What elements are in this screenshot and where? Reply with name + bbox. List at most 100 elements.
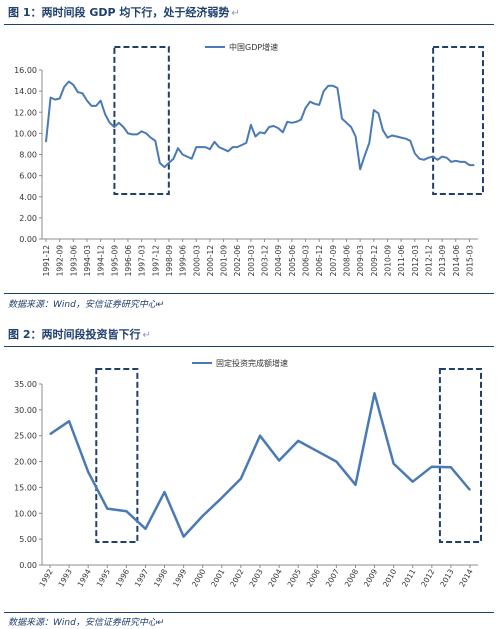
fig1-data-point — [218, 146, 220, 148]
fig1-data-point — [377, 112, 379, 114]
fig1-data-point — [427, 157, 430, 159]
fig2-x-tick-label: 1997 — [133, 567, 150, 588]
fig1-x-tick-label: 1994-03 — [83, 245, 92, 277]
fig2-data-point — [278, 459, 280, 462]
fig1-data-point — [441, 156, 443, 158]
fig2-data-point — [412, 481, 414, 483]
fig1-data-point — [432, 156, 434, 158]
figure1-chart: 0.00 2.00 4.00 6.00 8.00 10.00 12.00 14.00 16.00… — [14, 42, 484, 277]
fig1-x-tick-label: 1993-06 — [69, 245, 78, 277]
fig2-x-tick-label: 2001 — [209, 567, 226, 588]
fig1-data-point — [386, 137, 389, 139]
fig1-data-point — [286, 121, 288, 123]
fig1-data-point — [400, 137, 402, 139]
fig2-x-tick-label: 2009 — [362, 567, 379, 588]
fig1-x-tick-label: 2009-03 — [356, 245, 365, 277]
fig1-data-point — [405, 138, 407, 140]
fig2-data-point — [49, 433, 51, 435]
figure2-chart: 0.00 5.00 10.00 15.00 20.00 25.00 30.00 35.00 19… — [14, 358, 482, 589]
fig1-data-point — [263, 132, 266, 134]
fig1-data-point — [345, 122, 348, 124]
fig2-x-tick-label: 2007 — [324, 567, 341, 588]
figure2-title: 图 2：两时间段投资皆下行 ↵ — [8, 326, 151, 342]
fig1-data-point — [131, 133, 134, 136]
figure1-top-rule — [4, 24, 494, 25]
fig1-x-tick-label: 1997-12 — [151, 245, 160, 277]
fig1-data-point — [145, 132, 147, 134]
fig1-data-point — [68, 81, 70, 83]
fig1-y-tick-label: 16.00 — [14, 66, 37, 75]
fig1-data-point — [364, 154, 366, 157]
fig2-y-tick-label: 30.00 — [14, 406, 37, 415]
fig2-data-point — [316, 450, 318, 452]
fig1-data-point — [222, 148, 225, 150]
fig2-data-point — [202, 515, 204, 517]
fig1-data-point — [86, 100, 88, 102]
fig1-data-point — [104, 113, 106, 115]
fig1-data-point — [382, 129, 384, 131]
fig2-x-tick-label: 2005 — [286, 567, 303, 588]
fig1-x-tick-label: 2012-03 — [411, 245, 420, 277]
fig1-data-point — [159, 162, 161, 164]
fig1-data-point — [282, 131, 284, 133]
fig2-data-point — [259, 435, 261, 437]
fig1-data-point — [332, 85, 334, 87]
fig1-data-point — [295, 121, 298, 123]
fig2-x-tick-label: 2000 — [190, 567, 207, 588]
fig2-data-point — [87, 471, 89, 473]
fig1-data-point — [63, 86, 65, 88]
fig2-data-point — [68, 420, 70, 422]
fig1-x-tick-label: 2011-06 — [397, 245, 406, 277]
fig1-x-tick-label: 2006-03 — [302, 245, 311, 277]
fig2-data-point — [431, 466, 433, 468]
fig1-data-point — [373, 109, 375, 111]
fig1-x-tick-label: 2010-09 — [383, 245, 392, 277]
fig1-data-point — [341, 117, 343, 120]
fig1-data-point — [291, 122, 293, 124]
fig2-y-tick-label: 10.00 — [14, 509, 37, 518]
fig1-highlight-box-2 — [432, 46, 484, 195]
fig1-data-point — [245, 142, 247, 144]
fig1-data-point — [49, 96, 52, 99]
fig1-data-point — [304, 107, 307, 109]
fig1-data-point — [90, 105, 93, 107]
fig1-data-point — [172, 158, 175, 160]
fig1-x-tick-label: 1997-03 — [138, 245, 147, 277]
fig2-data-point — [335, 460, 337, 463]
fig1-data-point — [177, 147, 179, 149]
fig2-x-tick-label: 1993 — [56, 567, 73, 588]
fig1-x-tick-label: 2000-03 — [192, 245, 201, 277]
fig1-data-point — [459, 161, 461, 163]
fig1-x-tick-label: 2007-09 — [329, 245, 338, 277]
fig2-x-tick-label: 1994 — [76, 567, 93, 588]
fig1-data-point — [186, 156, 188, 158]
fig1-data-point — [195, 146, 197, 148]
fig1-data-point — [336, 87, 339, 89]
fig2-x-tick-label: 2011 — [400, 567, 417, 588]
figure1-bottom-rule — [4, 293, 494, 294]
fig1-data-point — [414, 152, 416, 155]
fig2-x-tick-label: 2003 — [247, 567, 264, 588]
fig1-y-tick-label: 10.00 — [14, 129, 37, 138]
fig1-y-tick-label: 8.00 — [19, 151, 37, 160]
fig1-x-tick-label: 2014-06 — [452, 245, 461, 277]
figure1-title: 图 1：两时间段 GDP 均下行，处于经济弱势 ↵ — [8, 4, 240, 20]
figure1-source-return-mark: ↵ — [156, 300, 165, 310]
fig1-x-tick-label: 2005-06 — [288, 245, 297, 277]
fig2-y-tick-label: 20.00 — [14, 458, 37, 467]
fig1-x-tick-label: 1999-06 — [179, 245, 188, 277]
fig2-x-tick-label: 2010 — [381, 567, 398, 588]
fig2-data-point — [240, 478, 242, 480]
fig2-data-point — [106, 508, 108, 510]
fig1-x-tick-label: 2008-06 — [343, 245, 352, 277]
fig1-data-point — [136, 133, 138, 136]
fig1-x-tick-label: 2000-12 — [206, 245, 215, 277]
figure1-source: 数据来源：Wind，安信证券研究中心↵ — [8, 297, 164, 310]
fig1-data-point — [150, 137, 152, 139]
fig1-data-point — [423, 159, 425, 161]
figure2-source: 数据来源：Wind，安信证券研究中心↵ — [8, 615, 164, 628]
fig1-data-point — [191, 158, 193, 160]
fig1-data-point — [213, 141, 216, 143]
fig1-x-tick-label: 2001-09 — [220, 245, 229, 277]
fig1-x-tick-label: 1992-09 — [56, 245, 65, 277]
